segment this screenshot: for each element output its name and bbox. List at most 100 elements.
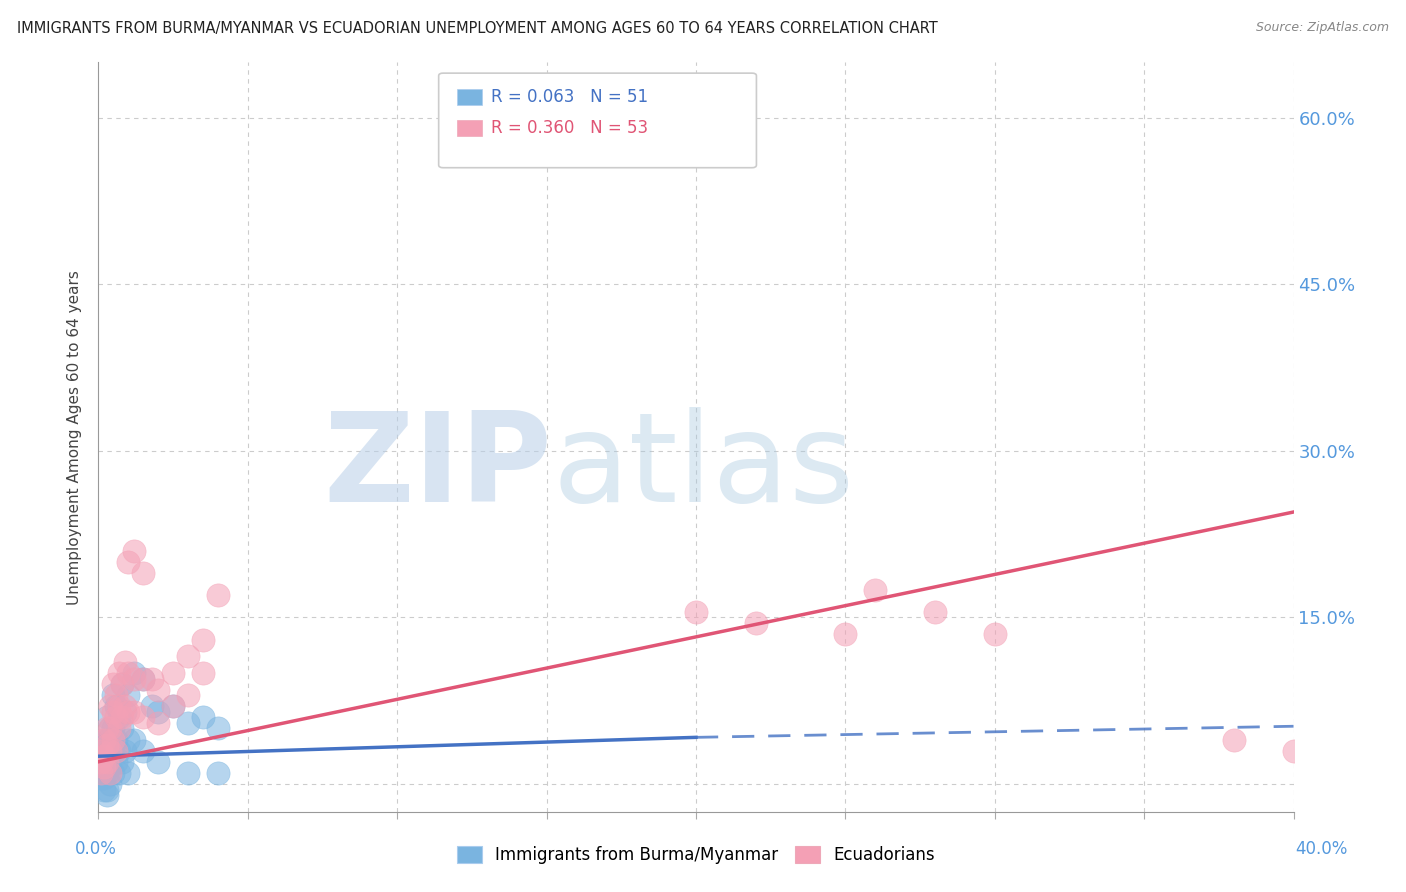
Point — [90, 749, 112, 764]
Point — [93, 744, 115, 758]
Point — [111, 710, 134, 724]
Point — [865, 582, 887, 597]
Point — [96, 738, 118, 752]
Point — [96, 788, 118, 802]
Point — [148, 755, 170, 769]
Point — [108, 765, 131, 780]
Point — [93, 772, 115, 786]
Point — [132, 710, 155, 724]
Point — [96, 732, 118, 747]
Point — [93, 732, 115, 747]
Point — [96, 755, 118, 769]
Point — [117, 688, 139, 702]
Point — [93, 782, 115, 797]
Point — [148, 715, 170, 730]
Point — [98, 699, 122, 714]
Point — [111, 677, 134, 691]
Point — [103, 744, 125, 758]
Point — [745, 615, 768, 630]
Point — [177, 688, 200, 702]
Y-axis label: Unemployment Among Ages 60 to 64 years: Unemployment Among Ages 60 to 64 years — [67, 269, 83, 605]
Point — [685, 605, 707, 619]
Point — [105, 710, 128, 724]
Point — [111, 755, 134, 769]
Point — [108, 722, 131, 736]
Point — [105, 688, 128, 702]
Point — [105, 744, 128, 758]
Point — [108, 665, 131, 680]
Point — [132, 566, 155, 580]
Point — [114, 705, 136, 719]
Point — [96, 710, 118, 724]
Point — [207, 722, 229, 736]
Point — [117, 555, 139, 569]
Point — [141, 672, 163, 686]
Point — [117, 765, 139, 780]
Point — [105, 755, 128, 769]
Text: R = 0.063   N = 51: R = 0.063 N = 51 — [491, 88, 648, 106]
Point — [984, 627, 1007, 641]
Point — [96, 749, 118, 764]
Point — [103, 677, 125, 691]
Point — [132, 672, 155, 686]
Point — [98, 722, 122, 736]
Text: IMMIGRANTS FROM BURMA/MYANMAR VS ECUADORIAN UNEMPLOYMENT AMONG AGES 60 TO 64 YEA: IMMIGRANTS FROM BURMA/MYANMAR VS ECUADOR… — [17, 21, 938, 37]
Point — [93, 749, 115, 764]
Point — [177, 765, 200, 780]
Point — [98, 744, 122, 758]
Point — [207, 765, 229, 780]
Legend: Immigrants from Burma/Myanmar, Ecuadorians: Immigrants from Burma/Myanmar, Ecuadoria… — [450, 839, 942, 871]
Point — [108, 710, 131, 724]
Point — [98, 744, 122, 758]
Point — [117, 665, 139, 680]
Point — [90, 744, 112, 758]
Point — [96, 782, 118, 797]
Point — [90, 738, 112, 752]
Point — [103, 765, 125, 780]
Point — [162, 699, 184, 714]
Point — [114, 744, 136, 758]
Point — [105, 699, 128, 714]
Point — [93, 732, 115, 747]
Point — [141, 699, 163, 714]
Point — [177, 649, 200, 664]
Point — [93, 760, 115, 774]
Point — [105, 732, 128, 747]
Text: R = 0.360   N = 53: R = 0.360 N = 53 — [491, 120, 648, 137]
Point — [114, 699, 136, 714]
Text: 40.0%: 40.0% — [1295, 840, 1348, 858]
Point — [103, 722, 125, 736]
Point — [124, 705, 146, 719]
Point — [1282, 744, 1305, 758]
Point — [117, 705, 139, 719]
Point — [93, 765, 115, 780]
Point — [162, 665, 184, 680]
Point — [103, 688, 125, 702]
Point — [90, 755, 112, 769]
Text: 0.0%: 0.0% — [75, 840, 117, 858]
Point — [924, 605, 946, 619]
Point — [117, 732, 139, 747]
Point — [207, 588, 229, 602]
Text: atlas: atlas — [553, 407, 855, 527]
Point — [124, 665, 146, 680]
Point — [191, 665, 214, 680]
Point — [98, 777, 122, 791]
Point — [114, 655, 136, 669]
Point — [1223, 732, 1246, 747]
Point — [108, 699, 131, 714]
Point — [148, 705, 170, 719]
Point — [93, 755, 115, 769]
Point — [98, 722, 122, 736]
Text: Source: ZipAtlas.com: Source: ZipAtlas.com — [1256, 21, 1389, 35]
Point — [103, 705, 125, 719]
Point — [132, 744, 155, 758]
Point — [177, 715, 200, 730]
Point — [90, 772, 112, 786]
Point — [90, 760, 112, 774]
Point — [98, 760, 122, 774]
Point — [111, 722, 134, 736]
Point — [90, 765, 112, 780]
Point — [96, 722, 118, 736]
Point — [834, 627, 856, 641]
